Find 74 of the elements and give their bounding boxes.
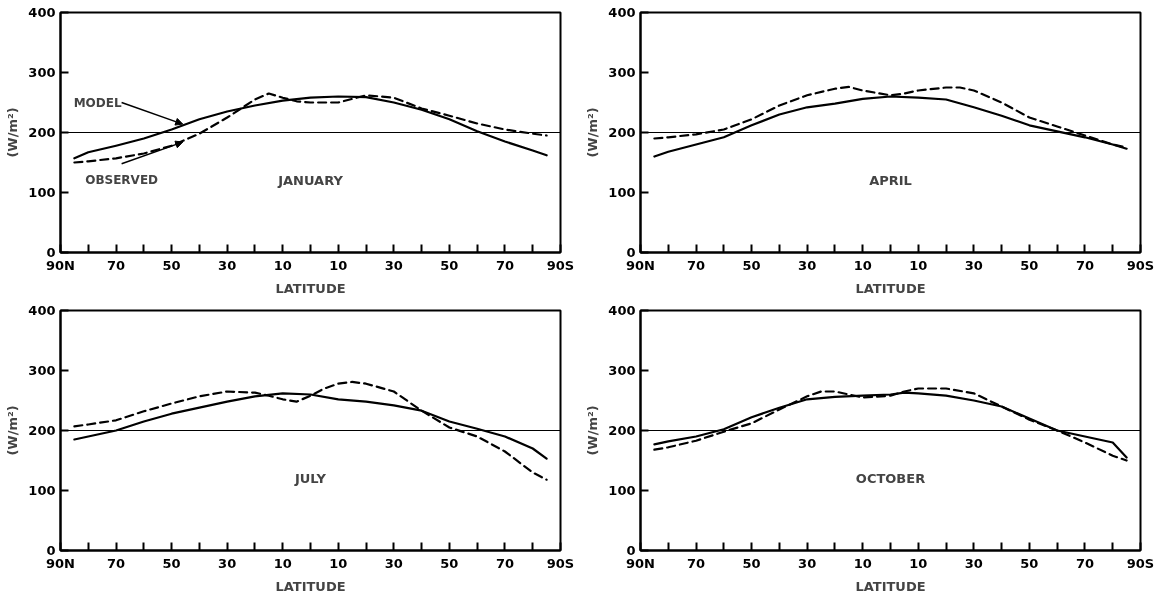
x-tick-label: 10 — [909, 555, 928, 571]
x-tick-label: 50 — [742, 257, 761, 273]
x-axis-title: LATITUDE — [855, 578, 926, 594]
x-tick-label: 30 — [384, 257, 403, 273]
y-tick-label: 0 — [626, 245, 636, 260]
x-tick-label: 70 — [687, 555, 706, 571]
x-tick-label: 30 — [964, 555, 983, 571]
x-tick-label: 90S — [546, 257, 575, 273]
x-tick-label: 50 — [1020, 555, 1039, 571]
y-tick-label: 200 — [28, 125, 56, 140]
x-tick-label: 50 — [162, 257, 181, 273]
y-tick-label: 200 — [28, 423, 56, 438]
y-tick-label: 0 — [626, 543, 636, 558]
x-tick-label: 90N — [626, 257, 655, 273]
x-tick-label: 90S — [546, 555, 575, 571]
x-tick-label: 70 — [495, 257, 514, 273]
text: JANUARY — [277, 172, 344, 188]
x-tick-label: 70 — [1075, 257, 1094, 273]
x-axis-title: LATITUDE — [275, 578, 346, 594]
text: APRIL — [869, 172, 912, 188]
x-tick-label: 70 — [687, 257, 706, 273]
x-tick-label: 10 — [273, 257, 292, 273]
x-tick-label: 90N — [46, 257, 75, 273]
x-tick-label: 30 — [798, 257, 817, 273]
x-tick-label: 30 — [218, 257, 237, 273]
y-tick-label: 200 — [608, 423, 636, 438]
y-axis-title: (W/m²) — [5, 107, 21, 158]
y-axis-title: (W/m²) — [5, 405, 21, 456]
y-tick-label: 200 — [608, 125, 636, 140]
x-tick-label: 30 — [384, 555, 403, 571]
y-tick-label: 100 — [28, 483, 56, 498]
y-tick-label: 400 — [608, 5, 636, 20]
x-tick-label: 10 — [273, 555, 292, 571]
annotation: MODEL — [73, 95, 122, 110]
x-tick-label: 90N — [46, 555, 75, 571]
y-tick-label: 100 — [608, 483, 636, 498]
x-tick-label: 50 — [1020, 257, 1039, 273]
x-tick-label: 90S — [1126, 555, 1155, 571]
text: OCTOBER — [855, 470, 926, 486]
x-tick-label: 50 — [440, 257, 459, 273]
x-tick-label: 70 — [107, 257, 126, 273]
y-tick-label: 0 — [46, 245, 56, 260]
y-tick-label: 300 — [28, 363, 56, 378]
y-axis-title: (W/m²) — [585, 107, 601, 158]
x-tick-label: 70 — [495, 555, 514, 571]
y-tick-label: 100 — [28, 185, 56, 200]
x-tick-label: 30 — [798, 555, 817, 571]
x-tick-label: 10 — [909, 257, 928, 273]
x-tick-label: 10 — [329, 257, 348, 273]
x-tick-label: 50 — [162, 555, 181, 571]
y-tick-label: 0 — [46, 543, 56, 558]
y-tick-label: 400 — [28, 5, 56, 20]
text: JULY — [293, 470, 327, 486]
x-tick-label: 70 — [1075, 555, 1094, 571]
y-tick-label: 400 — [28, 303, 56, 318]
x-tick-label: 50 — [742, 555, 761, 571]
x-tick-label: 10 — [853, 257, 872, 273]
x-tick-label: 10 — [329, 555, 348, 571]
x-tick-label: 50 — [440, 555, 459, 571]
x-axis-title: LATITUDE — [275, 280, 346, 296]
x-tick-label: 30 — [964, 257, 983, 273]
y-tick-label: 300 — [608, 65, 636, 80]
y-tick-label: 300 — [608, 363, 636, 378]
annotation: OBSERVED — [85, 173, 159, 188]
x-tick-label: 30 — [218, 555, 237, 571]
x-tick-label: 90N — [626, 555, 655, 571]
y-tick-label: 100 — [608, 185, 636, 200]
y-tick-label: 400 — [608, 303, 636, 318]
y-axis-title: (W/m²) — [585, 405, 601, 456]
y-tick-label: 300 — [28, 65, 56, 80]
x-tick-label: 10 — [853, 555, 872, 571]
x-axis-title: LATITUDE — [855, 280, 926, 296]
x-tick-label: 70 — [107, 555, 126, 571]
x-tick-label: 90S — [1126, 257, 1155, 273]
